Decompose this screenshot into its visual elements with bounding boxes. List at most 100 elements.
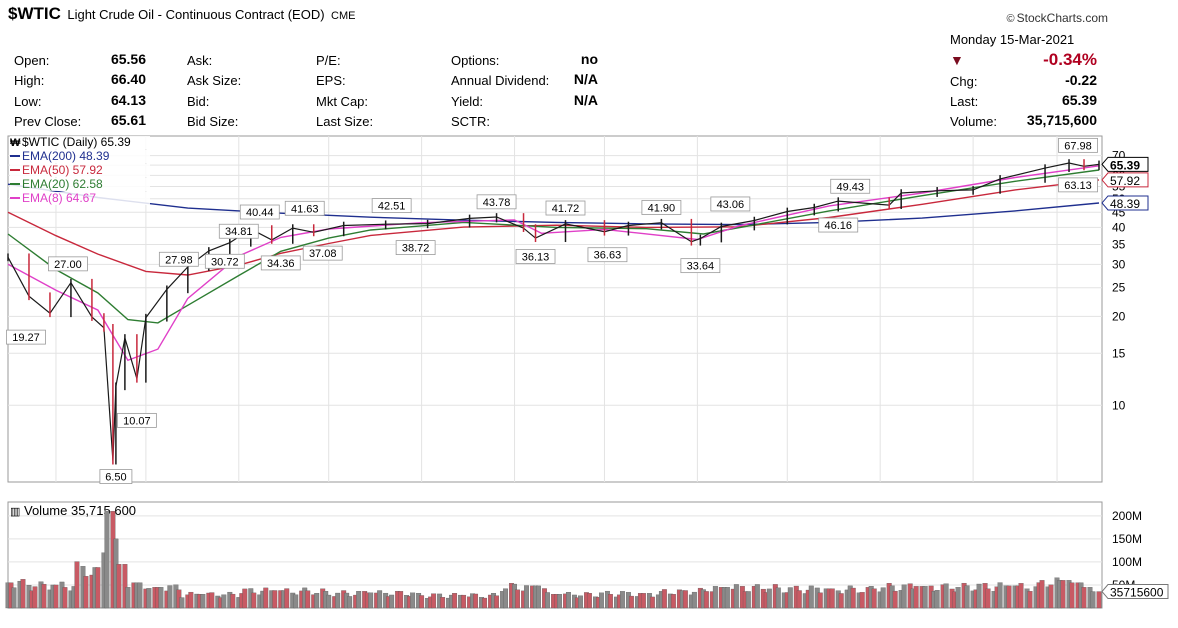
annotation-box (284, 200, 325, 216)
volume-bar (817, 592, 823, 609)
last-label: Last: (950, 94, 979, 109)
volume-title: Volume 35,715,600 (24, 503, 136, 518)
volume-bar (943, 583, 949, 609)
volume-bar (230, 593, 236, 609)
legend-entry: EMA(50) 57.92 (22, 163, 103, 177)
y-tick-label: 30 (1112, 257, 1126, 271)
volume-bar (545, 592, 550, 609)
right-axis-tag-label: 65.39 (1110, 158, 1140, 172)
y-tick-label: 20 (1112, 309, 1126, 323)
volume-bar (335, 592, 341, 609)
price-chart: AprMayJunJulAugSepOctNovDec2021FebMar101… (6, 135, 1149, 484)
annotation-box (239, 204, 280, 220)
annotation-box (302, 245, 343, 261)
volume-bar (724, 587, 730, 609)
volume-bar (32, 586, 38, 609)
annotation-box (260, 255, 301, 271)
volume-bar (871, 588, 877, 609)
volume-bar (587, 593, 592, 609)
annotation-box (818, 217, 859, 233)
volume-bar (766, 588, 772, 609)
volume-bar (670, 594, 676, 609)
high-value: 66.40 (110, 71, 146, 87)
volume-bar (293, 594, 299, 609)
price-annotation: 41.90 (648, 202, 676, 214)
legend-entry: EMA(200) 48.39 (22, 149, 110, 163)
annotation-box (99, 469, 133, 484)
right-axis-tag (1101, 172, 1149, 188)
volume-bar (11, 587, 17, 609)
change-percent: -0.34% (1043, 50, 1097, 69)
volume-bar (829, 588, 835, 609)
volume-bar (473, 593, 479, 609)
volume-bar (745, 591, 751, 609)
volume-bar (368, 592, 374, 609)
symbol-title: $WTIC (8, 4, 61, 23)
price-annotation: 41.72 (552, 203, 580, 215)
volume-bar (83, 576, 89, 609)
volume-bar (850, 587, 856, 609)
legend-entry: $WTIC (Daily) 65.39 (22, 135, 131, 149)
volume-bar (104, 511, 110, 609)
volume-bar (955, 587, 961, 609)
volume-bar (649, 596, 655, 609)
volume-bar (628, 595, 634, 609)
prev-close-value: 65.61 (110, 112, 146, 128)
brand-name: StockCharts.com (1016, 11, 1108, 25)
price-annotation: 30.72 (211, 256, 239, 268)
open-label: Open: (14, 53, 50, 68)
options-label: Options: (451, 53, 500, 68)
options-value: no (580, 51, 598, 67)
volume-bar (74, 561, 80, 609)
volume-bar (1027, 591, 1033, 609)
high-label: High: (14, 73, 45, 88)
volume-bar (1096, 591, 1102, 609)
price-line (7, 162, 1100, 461)
y-tick-label: 35 (1112, 238, 1126, 252)
volume-bar (566, 592, 571, 609)
volume-bar (53, 584, 59, 609)
sctr-label: SCTR: (451, 114, 490, 129)
price-annotation: 43.78 (483, 197, 511, 209)
volume-bar (557, 594, 562, 609)
annotation-box (1058, 137, 1098, 153)
volume-bar (536, 585, 541, 609)
annotation-box (830, 178, 871, 194)
volume-bar (305, 590, 311, 609)
volume-bar (838, 593, 844, 609)
volume-label: Volume: (950, 114, 997, 129)
annotation-box (587, 247, 628, 263)
annual-dividend-value: N/A (573, 71, 598, 87)
legend-bg (10, 164, 150, 177)
annotation-box (371, 198, 412, 214)
right-axis-tag-label: 57.92 (1110, 174, 1140, 188)
annotation-box (204, 253, 245, 269)
volume-bar (41, 583, 47, 609)
price-annotation: 67.98 (1064, 140, 1092, 152)
quote-date: Monday 15-Mar-2021 (950, 32, 1075, 47)
volume-bar (682, 590, 688, 609)
yield-value: N/A (573, 92, 598, 108)
volume-chart: 50M100M150M200M▥Volume 35,715,6003571560… (5, 501, 1169, 609)
price-annotation: 46.16 (824, 220, 852, 232)
price-annotation: 43.06 (717, 199, 745, 211)
volume-bar (985, 588, 991, 609)
volume-bar (859, 592, 865, 609)
volume-bar (619, 591, 625, 609)
chart-header: $WTIC Light Crude Oil - Continuous Contr… (8, 4, 355, 28)
annotation-box (158, 251, 199, 267)
price-annotation: 10.07 (123, 415, 151, 427)
annotation-box (710, 196, 751, 212)
down-arrow-icon: ▼ (950, 52, 964, 68)
annual-dividend-label: Annual Dividend: (451, 73, 550, 88)
volume-bar (494, 595, 500, 609)
price-annotation: 34.81 (225, 226, 253, 238)
legend-bg (10, 150, 150, 163)
volume-bar (599, 592, 604, 609)
low-value: 64.13 (110, 92, 146, 108)
last-value: 65.39 (1061, 92, 1097, 108)
volume-bar (251, 592, 257, 609)
mkt-cap-label: Mkt Cap: (316, 94, 369, 109)
legend-bg (10, 192, 150, 205)
price-annotation: 36.13 (522, 251, 550, 263)
